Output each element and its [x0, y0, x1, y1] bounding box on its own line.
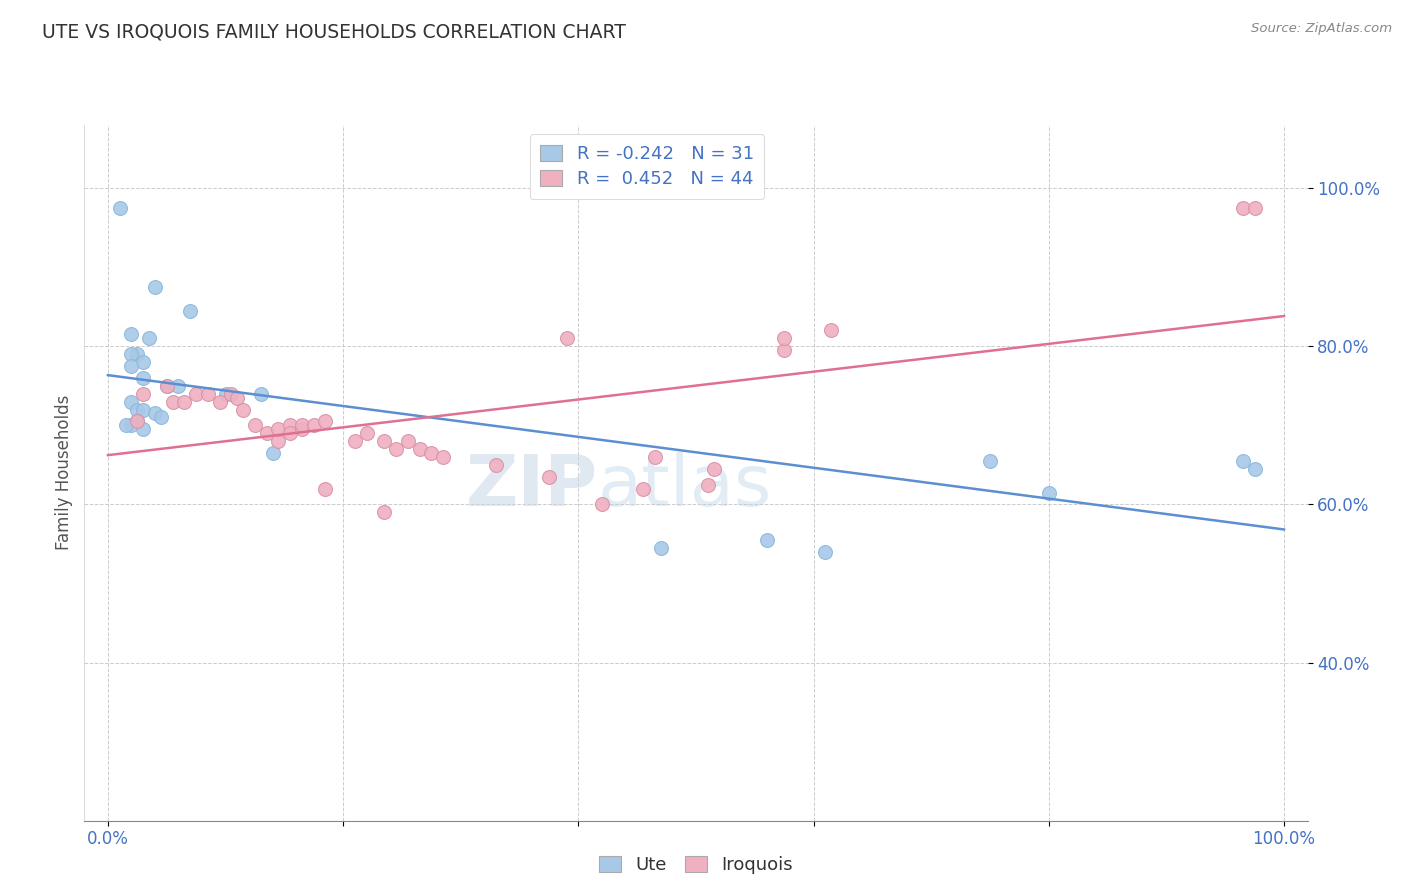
Point: [249, 386, 271, 401]
Point: [132, 371, 155, 385]
Point: [262, 446, 284, 460]
Point: [1232, 454, 1254, 468]
Text: UTE VS IROQUOIS FAMILY HOUSEHOLDS CORRELATION CHART: UTE VS IROQUOIS FAMILY HOUSEHOLDS CORREL…: [42, 22, 626, 41]
Point: [1232, 201, 1254, 215]
Point: [221, 386, 243, 401]
Text: atlas: atlas: [598, 452, 772, 521]
Point: [432, 450, 454, 464]
Point: [356, 426, 378, 441]
Point: [127, 414, 149, 428]
Point: [773, 331, 796, 345]
Point: [314, 414, 336, 428]
Point: [979, 454, 1001, 468]
Point: [132, 355, 155, 369]
Point: [132, 422, 155, 436]
Point: [420, 446, 443, 460]
Point: [1243, 462, 1265, 476]
Point: [120, 418, 142, 433]
Point: [385, 442, 408, 456]
Point: [108, 201, 131, 215]
Point: [143, 280, 166, 294]
Point: [755, 533, 778, 547]
Point: [132, 386, 155, 401]
Point: [302, 418, 325, 433]
Point: [278, 426, 301, 441]
Point: [814, 545, 837, 559]
Point: [226, 391, 249, 405]
Point: [485, 458, 508, 472]
Point: [373, 505, 395, 519]
Point: [1038, 485, 1060, 500]
Point: [179, 303, 201, 318]
Point: [820, 323, 842, 337]
Point: [173, 394, 195, 409]
Point: [696, 477, 718, 491]
Point: [278, 418, 301, 433]
Text: ZIP: ZIP: [465, 452, 598, 521]
Point: [127, 347, 149, 361]
Point: [214, 386, 236, 401]
Point: [120, 359, 142, 373]
Point: [120, 327, 142, 342]
Point: [243, 418, 266, 433]
Point: [120, 394, 142, 409]
Point: [291, 418, 314, 433]
Point: [631, 482, 654, 496]
Point: [291, 422, 314, 436]
Point: [256, 426, 278, 441]
Text: Source: ZipAtlas.com: Source: ZipAtlas.com: [1251, 22, 1392, 36]
Point: [132, 402, 155, 417]
Point: [167, 379, 190, 393]
Point: [373, 434, 395, 449]
Point: [537, 469, 560, 483]
Point: [267, 434, 290, 449]
Point: [343, 434, 366, 449]
Point: [156, 379, 179, 393]
Point: [162, 394, 184, 409]
Point: [650, 541, 672, 555]
Point: [138, 331, 160, 345]
Point: [703, 462, 725, 476]
Point: [120, 347, 142, 361]
Point: [773, 343, 796, 358]
Point: [143, 407, 166, 421]
Point: [396, 434, 419, 449]
Point: [232, 402, 254, 417]
Point: [314, 482, 336, 496]
Point: [127, 414, 149, 428]
Point: [197, 386, 219, 401]
Point: [114, 418, 136, 433]
Point: [408, 442, 430, 456]
Point: [127, 402, 149, 417]
Point: [555, 331, 578, 345]
Point: [184, 386, 207, 401]
Point: [149, 410, 172, 425]
Point: [1243, 201, 1265, 215]
Point: [267, 422, 290, 436]
Point: [208, 394, 231, 409]
Y-axis label: Family Households: Family Households: [55, 395, 73, 550]
Legend: Ute, Iroquois: Ute, Iroquois: [592, 848, 800, 881]
Point: [591, 497, 613, 511]
Point: [156, 379, 179, 393]
Point: [644, 450, 666, 464]
